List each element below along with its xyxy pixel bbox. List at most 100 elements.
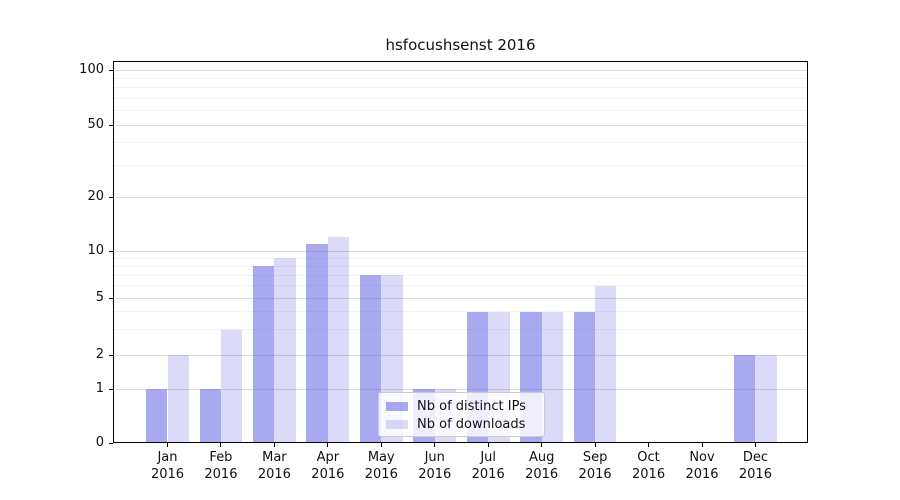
bar-distinct-ips-jan xyxy=(146,389,168,443)
x-tick-label-nov: Nov 2016 xyxy=(670,449,734,483)
x-tick-month-mar: Mar xyxy=(262,450,287,465)
x-tick-nov xyxy=(701,443,703,447)
minor-gridline-4 xyxy=(114,311,807,313)
y-tick-label-20: 20 xyxy=(87,189,104,204)
bar-downloads-dec xyxy=(755,355,777,443)
y-tick-label-0: 0 xyxy=(95,435,104,450)
x-tick-year-feb: 2016 xyxy=(204,467,238,482)
y-tick-1 xyxy=(109,388,113,390)
minor-gridline-8 xyxy=(114,265,807,267)
x-tick-feb xyxy=(220,443,222,447)
bar-downloads-mar xyxy=(274,258,296,443)
y-tick-label-2: 2 xyxy=(95,347,104,362)
major-gridline-50 xyxy=(114,124,807,126)
major-gridline-1 xyxy=(114,388,807,390)
x-tick-year-apr: 2016 xyxy=(311,467,345,482)
minor-gridline-90 xyxy=(114,77,807,79)
y-tick-0 xyxy=(109,442,113,444)
legend-row-distinct-ips: Nb of distinct IPs xyxy=(386,397,536,415)
x-tick-month-dec: Dec xyxy=(742,450,769,465)
legend-label-distinct-ips: Nb of distinct IPs xyxy=(417,398,526,414)
x-tick-month-aug: Aug xyxy=(528,450,555,465)
y-tick-label-5: 5 xyxy=(95,290,104,305)
chart-title: hsfocushsenst 2016 xyxy=(385,36,536,54)
x-tick-year-may: 2016 xyxy=(364,467,398,482)
bar-distinct-ips-apr xyxy=(306,243,328,443)
major-gridline-5 xyxy=(114,297,807,299)
y-tick-50 xyxy=(109,124,113,126)
minor-gridline-9 xyxy=(114,257,807,259)
x-tick-month-sep: Sep xyxy=(582,450,608,465)
legend-swatch-downloads xyxy=(386,419,408,429)
x-tick-label-oct: Oct 2016 xyxy=(617,449,681,483)
x-tick-label-feb: Feb 2016 xyxy=(189,449,253,483)
x-tick-year-dec: 2016 xyxy=(738,467,772,482)
legend-row-downloads: Nb of downloads xyxy=(386,415,536,433)
x-tick-label-jan: Jan 2016 xyxy=(136,449,200,483)
x-tick-month-may: May xyxy=(367,450,395,465)
x-tick-year-jul: 2016 xyxy=(471,467,505,482)
x-tick-month-jul: Jul xyxy=(480,450,497,465)
x-tick-dec xyxy=(754,443,756,447)
plot-area xyxy=(113,61,808,443)
x-tick-label-sep: Sep 2016 xyxy=(563,449,627,483)
x-tick-month-jun: Jun xyxy=(424,450,445,465)
x-tick-year-mar: 2016 xyxy=(257,467,291,482)
x-tick-label-dec: Dec 2016 xyxy=(723,449,787,483)
x-tick-may xyxy=(380,443,382,447)
bar-distinct-ips-may xyxy=(359,275,382,443)
minor-gridline-7 xyxy=(114,274,807,276)
x-tick-year-oct: 2016 xyxy=(632,467,666,482)
x-tick-month-apr: Apr xyxy=(316,450,340,465)
major-gridline-2 xyxy=(114,354,807,356)
x-tick-label-jul: Jul 2016 xyxy=(456,449,520,483)
y-tick-100 xyxy=(109,69,113,71)
x-tick-month-nov: Nov xyxy=(689,450,715,465)
x-tick-month-oct: Oct xyxy=(637,450,660,465)
bar-distinct-ips-mar xyxy=(253,266,275,443)
bar-downloads-apr xyxy=(327,236,350,443)
y-tick-5 xyxy=(109,297,113,299)
x-tick-label-jun: Jun 2016 xyxy=(403,449,467,483)
y-tick-label-50: 50 xyxy=(87,117,104,132)
bar-distinct-ips-dec xyxy=(734,355,756,443)
x-tick-month-feb: Feb xyxy=(209,450,233,465)
minor-gridline-40 xyxy=(114,142,807,144)
legend-label-downloads: Nb of downloads xyxy=(417,416,526,432)
x-tick-mar xyxy=(273,443,275,447)
minor-gridline-70 xyxy=(114,97,807,99)
minor-gridline-3 xyxy=(114,329,807,331)
minor-gridline-30 xyxy=(114,164,807,166)
x-tick-label-may: May 2016 xyxy=(349,449,413,483)
x-tick-label-mar: Mar 2016 xyxy=(242,449,306,483)
x-tick-year-jun: 2016 xyxy=(418,467,452,482)
x-tick-aug xyxy=(541,443,543,447)
minor-gridline-60 xyxy=(114,110,807,112)
x-tick-year-sep: 2016 xyxy=(578,467,612,482)
x-tick-label-aug: Aug 2016 xyxy=(510,449,574,483)
legend: Nb of distinct IPs Nb of downloads xyxy=(378,392,545,437)
bar-distinct-ips-feb xyxy=(199,389,221,443)
x-tick-year-jan: 2016 xyxy=(150,467,185,482)
x-tick-sep xyxy=(594,443,596,447)
y-tick-label-1: 1 xyxy=(95,381,104,396)
major-gridline-20 xyxy=(114,196,807,198)
x-tick-year-nov: 2016 xyxy=(685,467,719,482)
major-gridline-100 xyxy=(114,69,807,71)
bar-distinct-ips-sep xyxy=(573,311,596,443)
bar-downloads-aug xyxy=(541,311,564,443)
minor-gridline-6 xyxy=(114,285,807,287)
bar-downloads-jan xyxy=(167,355,189,443)
legend-swatch-distinct-ips xyxy=(386,401,408,411)
bar-downloads-sep xyxy=(595,285,617,443)
x-tick-year-aug: 2016 xyxy=(525,467,559,482)
x-tick-jun xyxy=(434,443,436,447)
major-gridline-10 xyxy=(114,250,807,252)
bar-downloads-feb xyxy=(220,329,243,443)
y-tick-label-100: 100 xyxy=(79,62,104,77)
y-tick-20 xyxy=(109,196,113,198)
x-tick-jul xyxy=(487,443,489,447)
minor-gridline-80 xyxy=(114,87,807,89)
x-tick-jan xyxy=(167,443,168,447)
